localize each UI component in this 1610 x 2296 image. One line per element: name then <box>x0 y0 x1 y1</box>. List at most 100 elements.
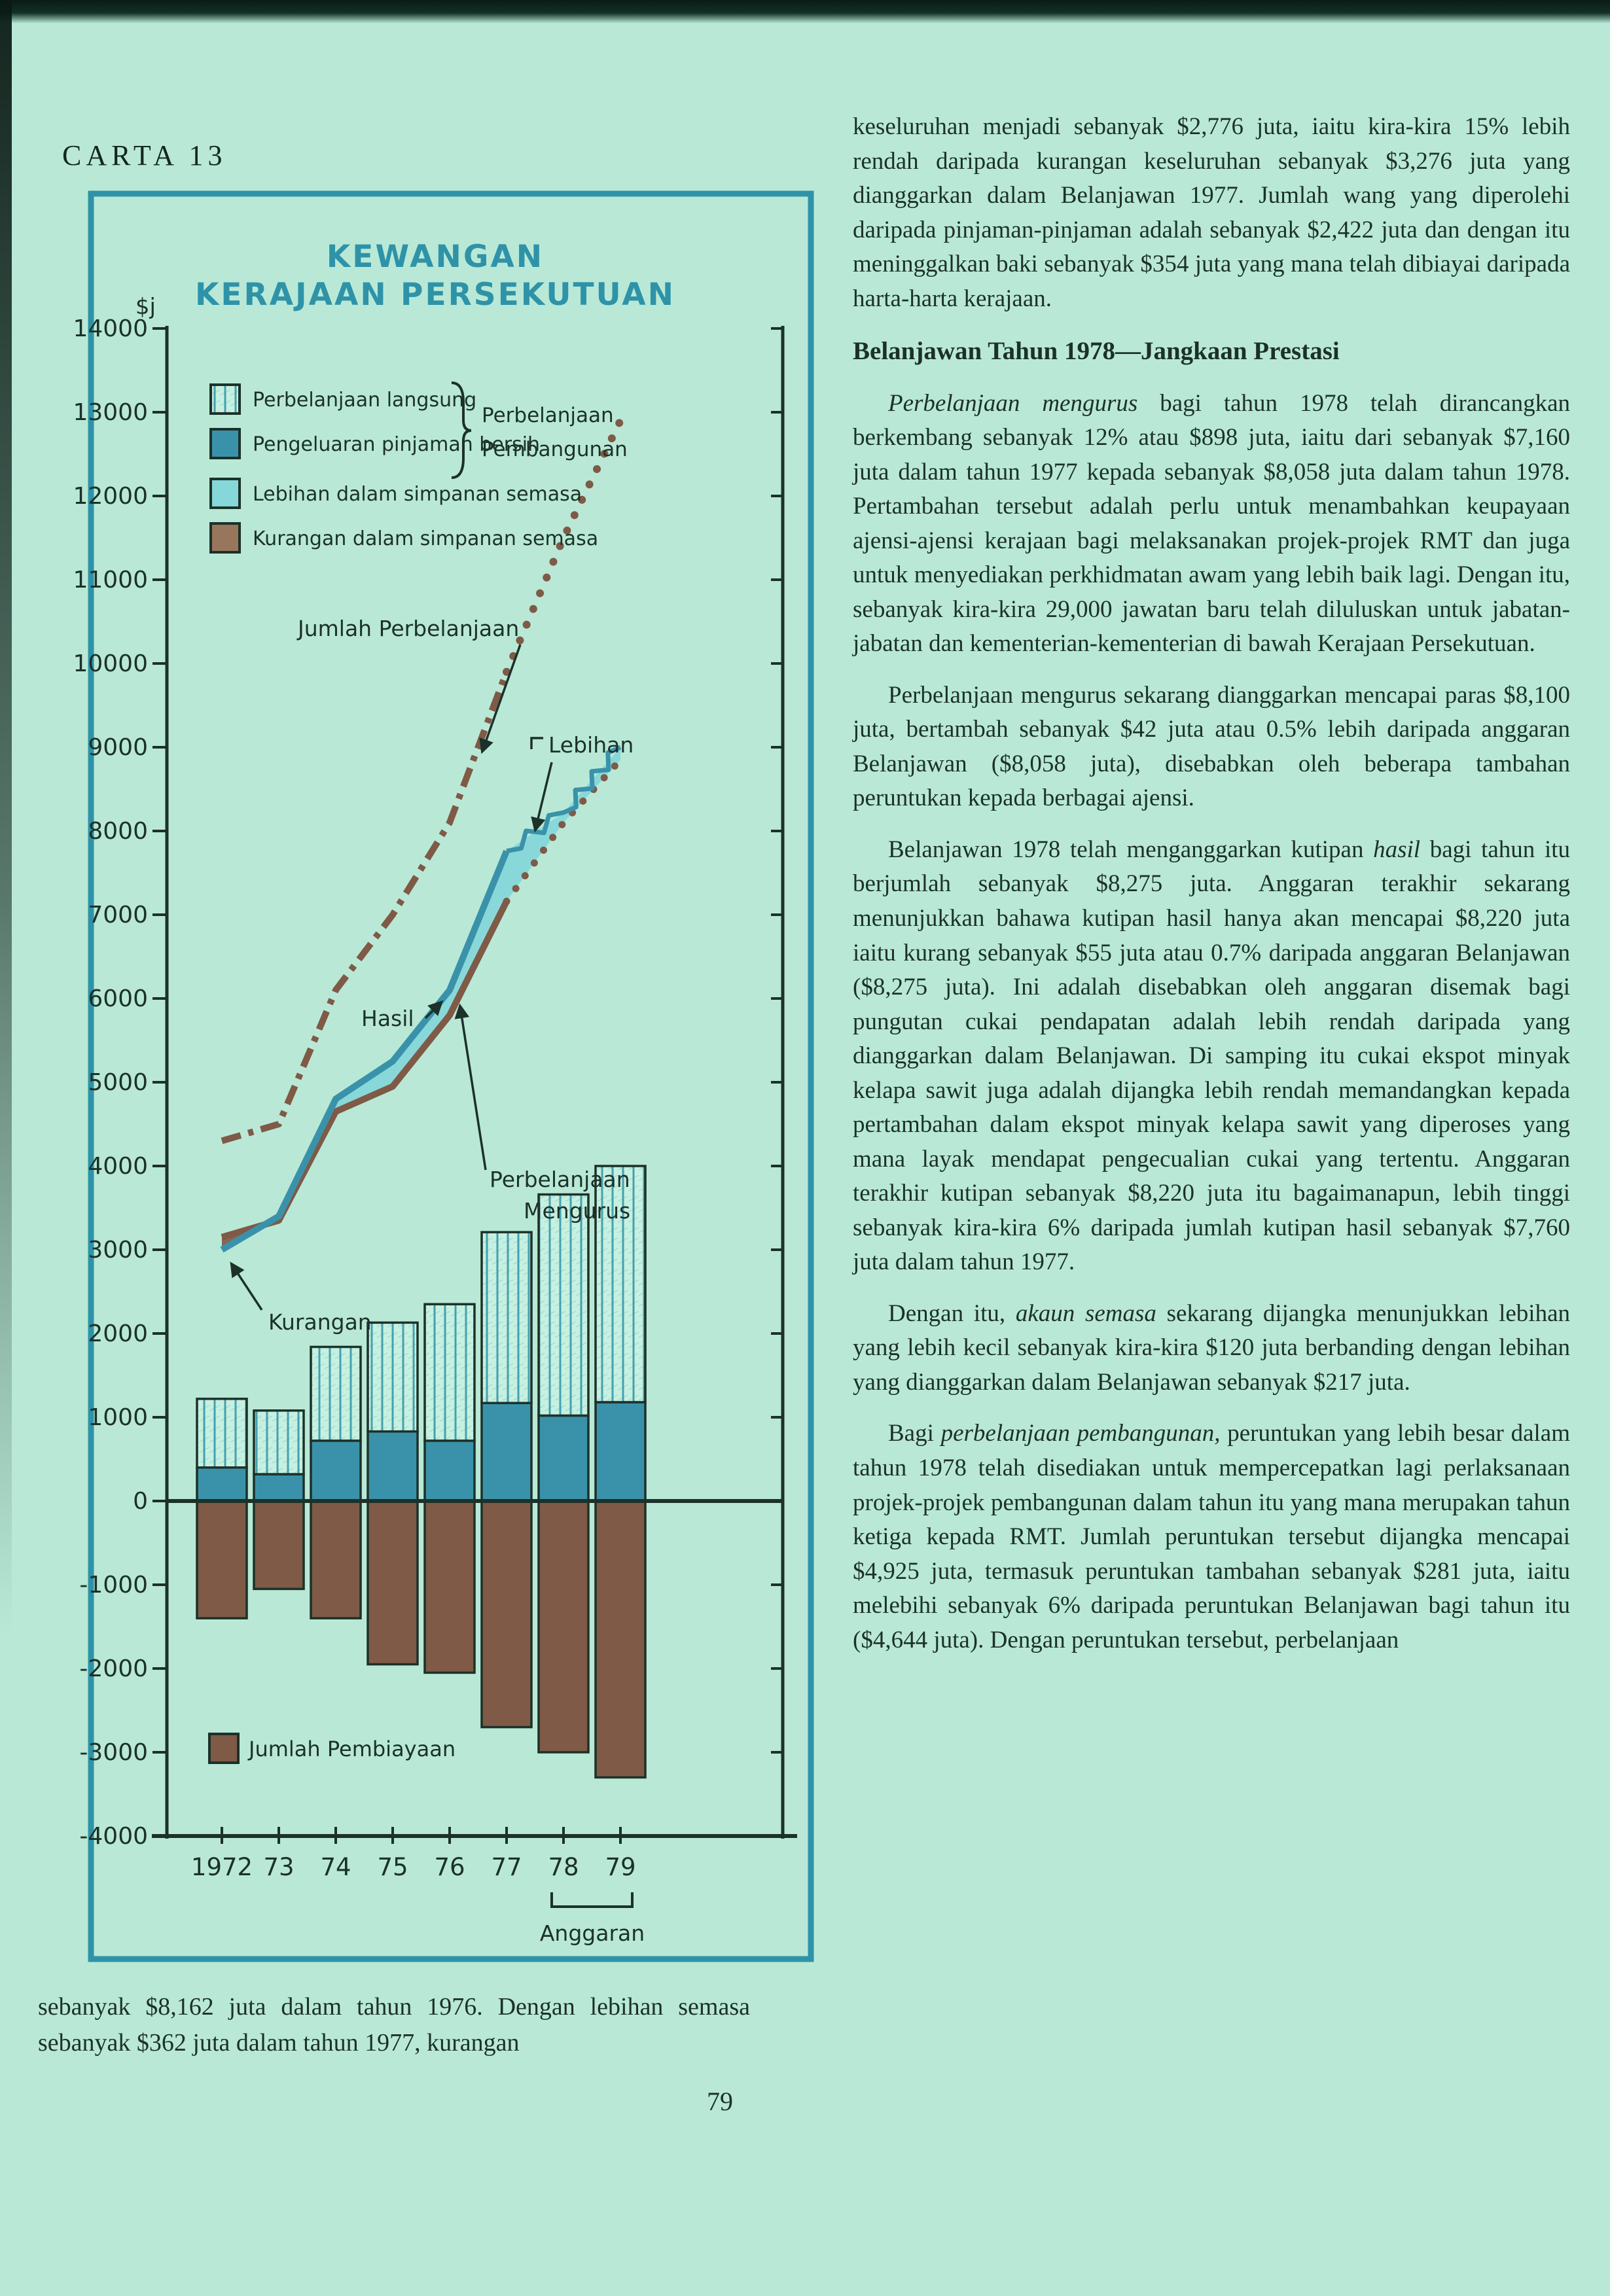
x-axis: 1972 73 74 75 76 77 78 79 Anggaran <box>152 1827 797 1946</box>
x-tick-label: 75 <box>377 1853 408 1881</box>
page-number: 79 <box>707 2087 733 2116</box>
annotation-perbelanjaan-mengurus: Mengurus <box>524 1198 630 1224</box>
annotation-hasil: Hasil <box>361 1006 414 1031</box>
y-axis-unit: $j <box>135 294 156 320</box>
y-tick-label: 10000 <box>73 650 148 677</box>
annotation-jumlah-perbelanjaan: Jumlah Perbelanjaan <box>296 616 519 641</box>
anggaran-label: Anggaran <box>540 1920 645 1946</box>
legend-label: Lebihan dalam simpanan semasa <box>253 483 582 506</box>
legend-brace-label: Perbelanjaan <box>482 404 614 427</box>
line-hasil-anggaran-zigzag <box>506 745 622 854</box>
y-tick-label: 1000 <box>88 1404 148 1431</box>
bar-pinjaman-bersih <box>480 1402 533 1502</box>
italic-text: perbelanjaan pembangunan, <box>940 1420 1221 1447</box>
line-hasil <box>220 849 510 1253</box>
legend-swatch-aqua <box>209 478 241 509</box>
bar-pinjaman-bersih <box>310 1439 362 1502</box>
annotation-arrow <box>454 1003 487 1171</box>
bars-jumlah-pembiayaan <box>196 1500 647 1779</box>
x-tick-label: 79 <box>605 1853 635 1881</box>
scan-edge-left <box>0 0 12 1636</box>
y-tick-label: 7000 <box>88 902 148 928</box>
bar-pembiayaan <box>594 1500 647 1779</box>
annotation-lebihan: Lebihan <box>548 732 634 758</box>
bar-pinjaman-bersih <box>537 1414 590 1502</box>
italic-text: Perbelanjaan mengurus <box>888 389 1138 417</box>
y-tick-label: -4000 <box>79 1823 148 1850</box>
y-tick-label: -3000 <box>79 1739 148 1766</box>
legend-label: Perbelanjaan langsung <box>253 389 476 412</box>
y-tick-label: 14000 <box>73 315 148 342</box>
x-tick-label: 77 <box>491 1853 522 1881</box>
paragraph: Belanjawan 1978 telah menganggarkan kuti… <box>853 833 1570 1280</box>
bar-pinjaman-bersih <box>253 1473 305 1502</box>
y-tick-label: 0 <box>133 1488 148 1515</box>
annotation-arrow <box>424 1000 444 1019</box>
bar-pinjaman-bersih <box>367 1430 419 1502</box>
bars-pembangunan <box>196 1165 647 1502</box>
y-axis: $j14000130001200011000100009000800070006… <box>73 294 785 1850</box>
bar-pembiayaan <box>253 1500 305 1591</box>
chart-border <box>88 190 814 1962</box>
annotation-arrow <box>531 762 553 833</box>
paragraph: keseluruhan menjadi sebanyak $2,776 juta… <box>853 110 1570 316</box>
left-column-bottom-text: sebanyak $8,162 juta dalam tahun 1976. D… <box>38 1993 750 2057</box>
legend-swatch-solid-blue <box>209 428 241 459</box>
legend-brace-label: Pembangunan <box>482 438 628 461</box>
right-column: keseluruhan menjadi sebanyak $2,776 juta… <box>853 110 1570 1674</box>
legend-swatch-tan <box>209 522 241 554</box>
scan-edge-top <box>0 0 1610 24</box>
annotation-arrow <box>479 644 522 754</box>
y-tick-label: -2000 <box>79 1655 148 1682</box>
y-tick-label: 5000 <box>88 1069 148 1096</box>
bar-pembiayaan <box>423 1500 476 1674</box>
bar-langsung <box>537 1193 590 1417</box>
bar-langsung <box>594 1165 647 1404</box>
annotation-hook <box>530 737 543 749</box>
bar-langsung <box>196 1398 248 1469</box>
x-tick-label: 74 <box>320 1853 351 1881</box>
paragraph: Perbelanjaan mengurus sekarang dianggark… <box>853 679 1570 816</box>
y-tick-label: 4000 <box>88 1153 148 1180</box>
bar-langsung <box>310 1345 362 1442</box>
paragraph: Dengan itu, akaun semasa sekarang dijang… <box>853 1297 1570 1400</box>
y-tick-label: 6000 <box>88 985 148 1012</box>
bar-pembiayaan <box>537 1500 590 1754</box>
line-mengurus-anggaran-dots <box>503 756 624 906</box>
chart-title-line: KERAJAAN PERSEKUTUAN <box>195 277 675 313</box>
y-tick-label: 13000 <box>73 399 148 426</box>
annotation-kurangan: Kurangan <box>268 1309 372 1335</box>
italic-text: akaun semasa <box>1015 1299 1156 1327</box>
line-jumlah-perbelanjaan-anggaran-dots <box>503 416 624 676</box>
annotation-perbelanjaan-mengurus: Perbelanjaan <box>490 1167 630 1192</box>
body-text: Belanjawan 1978 telah menganggarkan kuti… <box>888 836 1374 863</box>
bar-pinjaman-bersih <box>423 1439 476 1502</box>
body-text: Bagi <box>888 1420 941 1447</box>
bar-pembiayaan <box>367 1500 419 1666</box>
annotation-arrow <box>230 1262 263 1311</box>
bar-pembiayaan <box>196 1500 248 1619</box>
lebihan-band <box>222 747 620 1250</box>
x-tick-label: 78 <box>548 1853 579 1881</box>
anggaran-bracket <box>550 1892 634 1908</box>
body-text: Dengan itu, <box>888 1299 1016 1327</box>
paragraph: Bagi perbelanjaan pembangunan, peruntuka… <box>853 1417 1570 1657</box>
y-tick-label: 9000 <box>88 734 148 761</box>
legend-label: Jumlah Pembiayaan <box>247 1737 456 1761</box>
y-tick-label: 3000 <box>88 1237 148 1263</box>
x-tick-label: 1972 <box>191 1853 253 1881</box>
paragraph: Perbelanjaan mengurus bagi tahun 1978 te… <box>853 387 1570 662</box>
legend-label: Pengeluaran pinjaman bersih <box>253 433 540 456</box>
y-tick-label: 2000 <box>88 1320 148 1347</box>
body-text: sekarang dijangka menunjukkan lebihan ya… <box>853 1299 1571 1396</box>
y-tick-label: -1000 <box>79 1572 148 1598</box>
bar-langsung <box>367 1321 419 1433</box>
legend: Perbelanjaan langsung Pengeluaran pinjama… <box>209 381 628 554</box>
chart-caption: CARTA 13 <box>62 139 227 171</box>
bar-pembiayaan <box>310 1500 362 1619</box>
y-tick-label: 8000 <box>88 818 148 845</box>
bar-langsung <box>480 1231 533 1404</box>
section-heading: Belanjawan Tahun 1978—Jangkaan Prestasi <box>853 337 1340 366</box>
body-text: Perbelanjaan mengurus sekarang dianggark… <box>853 681 1570 812</box>
y-tick-label: 11000 <box>73 567 148 593</box>
